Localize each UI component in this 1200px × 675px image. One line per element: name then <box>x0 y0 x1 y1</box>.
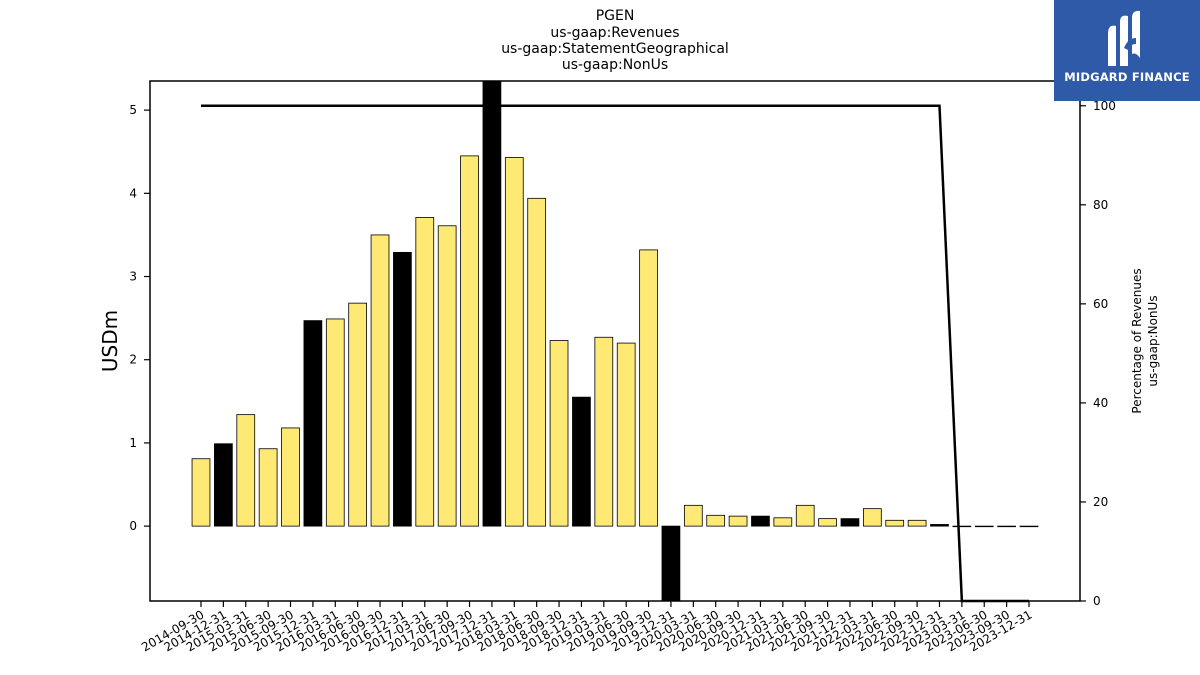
y-tick-label: 1 <box>129 436 137 450</box>
y2-tick-label: 40 <box>1093 396 1108 410</box>
midgard-logo-icon <box>1108 10 1140 67</box>
y-tick-label: 3 <box>129 270 137 284</box>
bar-2021-06-30 <box>795 504 815 527</box>
bar-2018-09-30 <box>549 340 569 527</box>
title-line-1: PGEN <box>596 8 635 24</box>
bar-2015-06-30 <box>258 448 278 527</box>
bar-2017-09-30 <box>460 155 479 527</box>
percentage-line <box>201 104 1029 603</box>
plot-frame <box>149 80 1081 602</box>
bar-2020-12-31 <box>751 515 770 527</box>
chart-title: PGEN us-gaap:Revenues us-gaap:StatementG… <box>501 8 729 73</box>
bar-2016-03-31 <box>325 318 345 527</box>
bar-2019-06-30 <box>616 342 636 527</box>
bar-2022-12-31 <box>930 524 949 527</box>
bar-2017-03-31 <box>415 217 435 527</box>
bar-2014-12-31 <box>214 443 233 527</box>
y2-tick-label: 60 <box>1093 297 1108 311</box>
title-line-2: us-gaap:Revenues <box>550 25 679 41</box>
y-axis-label: USDm <box>98 310 122 372</box>
bar-2021-12-31 <box>840 518 860 527</box>
bar-2016-06-30 <box>348 302 368 527</box>
bar-2022-06-30 <box>885 519 905 527</box>
title-line-3: us-gaap:StatementGeographical <box>501 41 729 57</box>
bar-2020-03-31 <box>683 504 703 527</box>
bar-2016-09-30 <box>370 234 390 527</box>
bar-2018-06-30 <box>527 197 547 527</box>
bar-2014-09-30 <box>191 458 211 527</box>
y-axis-right: 0 20 40 60 80 100 <box>1080 99 1116 608</box>
bar-2018-03-31 <box>504 157 524 527</box>
y2-tick-label: 0 <box>1093 594 1101 608</box>
bar-2015-03-31 <box>236 414 256 527</box>
bar-2015-09-30 <box>281 427 300 527</box>
bar-2021-09-30 <box>818 518 837 527</box>
bar-2018-12-31 <box>572 396 591 527</box>
title-line-4: us-gaap:NonUs <box>562 57 668 73</box>
logo-text: MIDGARD FINANCE <box>1064 70 1190 84</box>
bar-2022-09-30 <box>907 519 927 527</box>
y2-tick-label: 80 <box>1093 198 1108 212</box>
bar-2023-09-30 <box>997 525 1016 528</box>
bar-2023-12-31 <box>1019 525 1039 528</box>
bar-2020-09-30 <box>728 515 748 527</box>
midgard-finance-logo: MIDGARD FINANCE <box>1054 0 1200 101</box>
bar-2017-06-30 <box>437 225 457 527</box>
bar-2019-09-30 <box>639 249 658 527</box>
bar-2017-12-31 <box>482 80 502 527</box>
y2-axis-label-line-2: us-gaap:NonUs <box>1146 295 1160 386</box>
bar-2016-12-31 <box>393 251 412 527</box>
bar-2021-03-31 <box>773 517 793 527</box>
y-tick-label: 2 <box>129 353 137 367</box>
percentage-line-series <box>201 104 1029 603</box>
bar-2023-03-31 <box>952 525 972 528</box>
bar-2023-06-30 <box>974 525 994 528</box>
bar-2019-12-31 <box>661 525 681 602</box>
y-tick-label: 4 <box>129 186 137 200</box>
bar-2015-12-31 <box>303 320 323 527</box>
x-axis: 2014-09-302014-12-312015-03-312015-06-30… <box>139 601 1035 654</box>
bar-2019-03-31 <box>594 336 614 527</box>
y2-tick-label: 100 <box>1093 99 1116 113</box>
y-tick-label: 5 <box>129 103 137 117</box>
bar-series <box>191 80 1039 602</box>
y-axis-left: 0 1 2 3 4 5 <box>129 103 150 533</box>
y-tick-label: 0 <box>129 519 137 533</box>
y2-axis-label-line-1: Percentage of Revenues <box>1130 268 1144 413</box>
bar-2022-03-31 <box>863 508 882 527</box>
bar-2020-06-30 <box>706 514 726 527</box>
y2-tick-label: 20 <box>1093 495 1108 509</box>
